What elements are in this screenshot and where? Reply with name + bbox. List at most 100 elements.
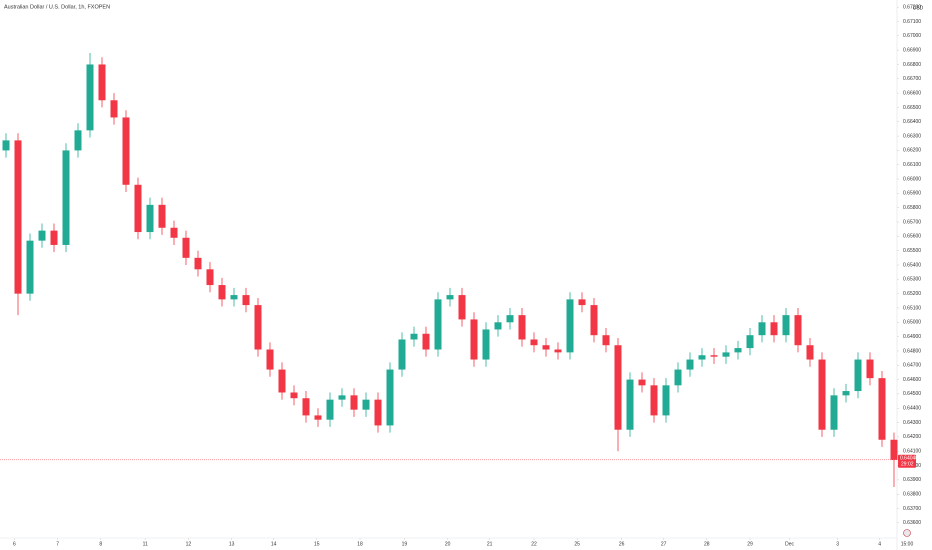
y-tick-label: 0.67100 [903, 19, 921, 25]
candle-body [146, 204, 154, 233]
y-tick-label: 0.66900 [903, 47, 921, 53]
x-tick-label: 14 [271, 541, 277, 547]
candle-body [26, 240, 34, 294]
candle-body [110, 100, 118, 118]
candle-body [362, 399, 370, 410]
y-tick-label: 0.66700 [903, 76, 921, 82]
y-tick-label: 0.64700 [903, 363, 921, 369]
y-tick-label: 0.64200 [903, 434, 921, 440]
candle-body [674, 369, 682, 386]
y-tick-label: 0.63800 [903, 492, 921, 498]
y-tick-label: 0.64600 [903, 377, 921, 383]
candle-body [578, 299, 586, 306]
y-tick-label: 0.67000 [903, 33, 921, 39]
candle-body [434, 299, 442, 350]
candle-body [2, 140, 10, 151]
candle-body [398, 339, 406, 370]
candle-body [266, 349, 274, 370]
candle-body [854, 359, 862, 392]
candle-body [122, 117, 130, 185]
candle-body [278, 369, 286, 393]
x-tick-label: 12 [186, 541, 192, 547]
x-tick-label: 15 [314, 541, 320, 547]
y-tick-label: 0.64400 [903, 406, 921, 412]
y-tick-label: 0.66200 [903, 148, 921, 154]
y-tick-label: 0.65400 [903, 262, 921, 268]
chart-title: Australian Dollar / U.S. Dollar, 1h, FXO… [4, 4, 110, 10]
candle-body [686, 359, 694, 370]
price-box [898, 454, 916, 468]
y-tick-label: 0.66400 [903, 119, 921, 125]
y-tick-label: 0.64300 [903, 420, 921, 426]
candle-body [326, 399, 334, 420]
candle-body [566, 299, 574, 353]
candle-body [194, 257, 202, 270]
x-tick-label: 8 [99, 541, 102, 547]
candle-body [38, 230, 46, 241]
candle-body [698, 355, 706, 360]
y-tick-label: 0.66300 [903, 133, 921, 139]
candle-body [830, 395, 838, 430]
y-tick-label: 0.64900 [903, 334, 921, 340]
y-tick-label: 0.65300 [903, 277, 921, 283]
globe-icon[interactable] [903, 529, 911, 537]
candle-body [470, 319, 478, 360]
price-label: 0.64040 [900, 456, 918, 462]
x-tick-label: 18 [357, 541, 363, 547]
y-tick-label: 0.63900 [903, 477, 921, 483]
candle-body [74, 130, 82, 151]
candle-body [650, 385, 658, 416]
candle-body [62, 150, 70, 245]
candle-body [662, 385, 670, 416]
x-tick-label: 6 [13, 541, 16, 547]
candle-body [50, 230, 58, 245]
y-tick-label: 0.65700 [903, 219, 921, 225]
x-tick-label: 4 [878, 541, 881, 547]
y-tick-label: 0.65000 [903, 320, 921, 326]
time-label: 15:00 [901, 541, 914, 547]
candle-body [254, 305, 262, 350]
y-tick-label: 0.66100 [903, 162, 921, 168]
candle-body [182, 237, 190, 258]
countdown: 29:02 [901, 462, 914, 468]
candle-body [230, 295, 238, 300]
candle-body [482, 329, 490, 360]
y-tick-label: 0.63700 [903, 506, 921, 512]
candle-body [746, 335, 754, 349]
candle-body [554, 349, 562, 353]
candle-body [14, 140, 22, 294]
candle-body [458, 295, 466, 320]
y-tick-label: 0.65500 [903, 248, 921, 254]
candle-body [530, 339, 538, 346]
y-tick-label: 0.65200 [903, 291, 921, 297]
candle-body [818, 359, 826, 430]
candle-body [782, 315, 790, 336]
x-tick-label: 29 [747, 541, 753, 547]
candle-body [170, 227, 178, 238]
candle-body [770, 322, 778, 336]
candle-body [446, 295, 454, 300]
y-tick-label: 0.63600 [903, 520, 921, 526]
y-tick-label: 0.67200 [903, 4, 921, 10]
y-tick-label: 0.66600 [903, 90, 921, 96]
y-tick-label: 0.66800 [903, 62, 921, 68]
candle-body [842, 391, 850, 396]
candle-body [590, 305, 598, 336]
x-tick-label: 11 [143, 541, 148, 547]
candle-body [614, 345, 622, 430]
candle-body [410, 333, 418, 340]
y-tick-label: 0.65100 [903, 305, 921, 311]
y-tick-label: 0.65600 [903, 234, 921, 240]
candle-body [794, 315, 802, 346]
candle-body [290, 392, 298, 399]
candle-body [98, 64, 106, 101]
candle-body [386, 369, 394, 426]
candle-body [494, 322, 502, 330]
candle-body [350, 395, 358, 410]
candle-body [878, 378, 886, 440]
candle-body [710, 355, 718, 357]
x-tick-label: 19 [402, 541, 408, 547]
candle-body [518, 315, 526, 340]
candle-body [806, 345, 814, 360]
